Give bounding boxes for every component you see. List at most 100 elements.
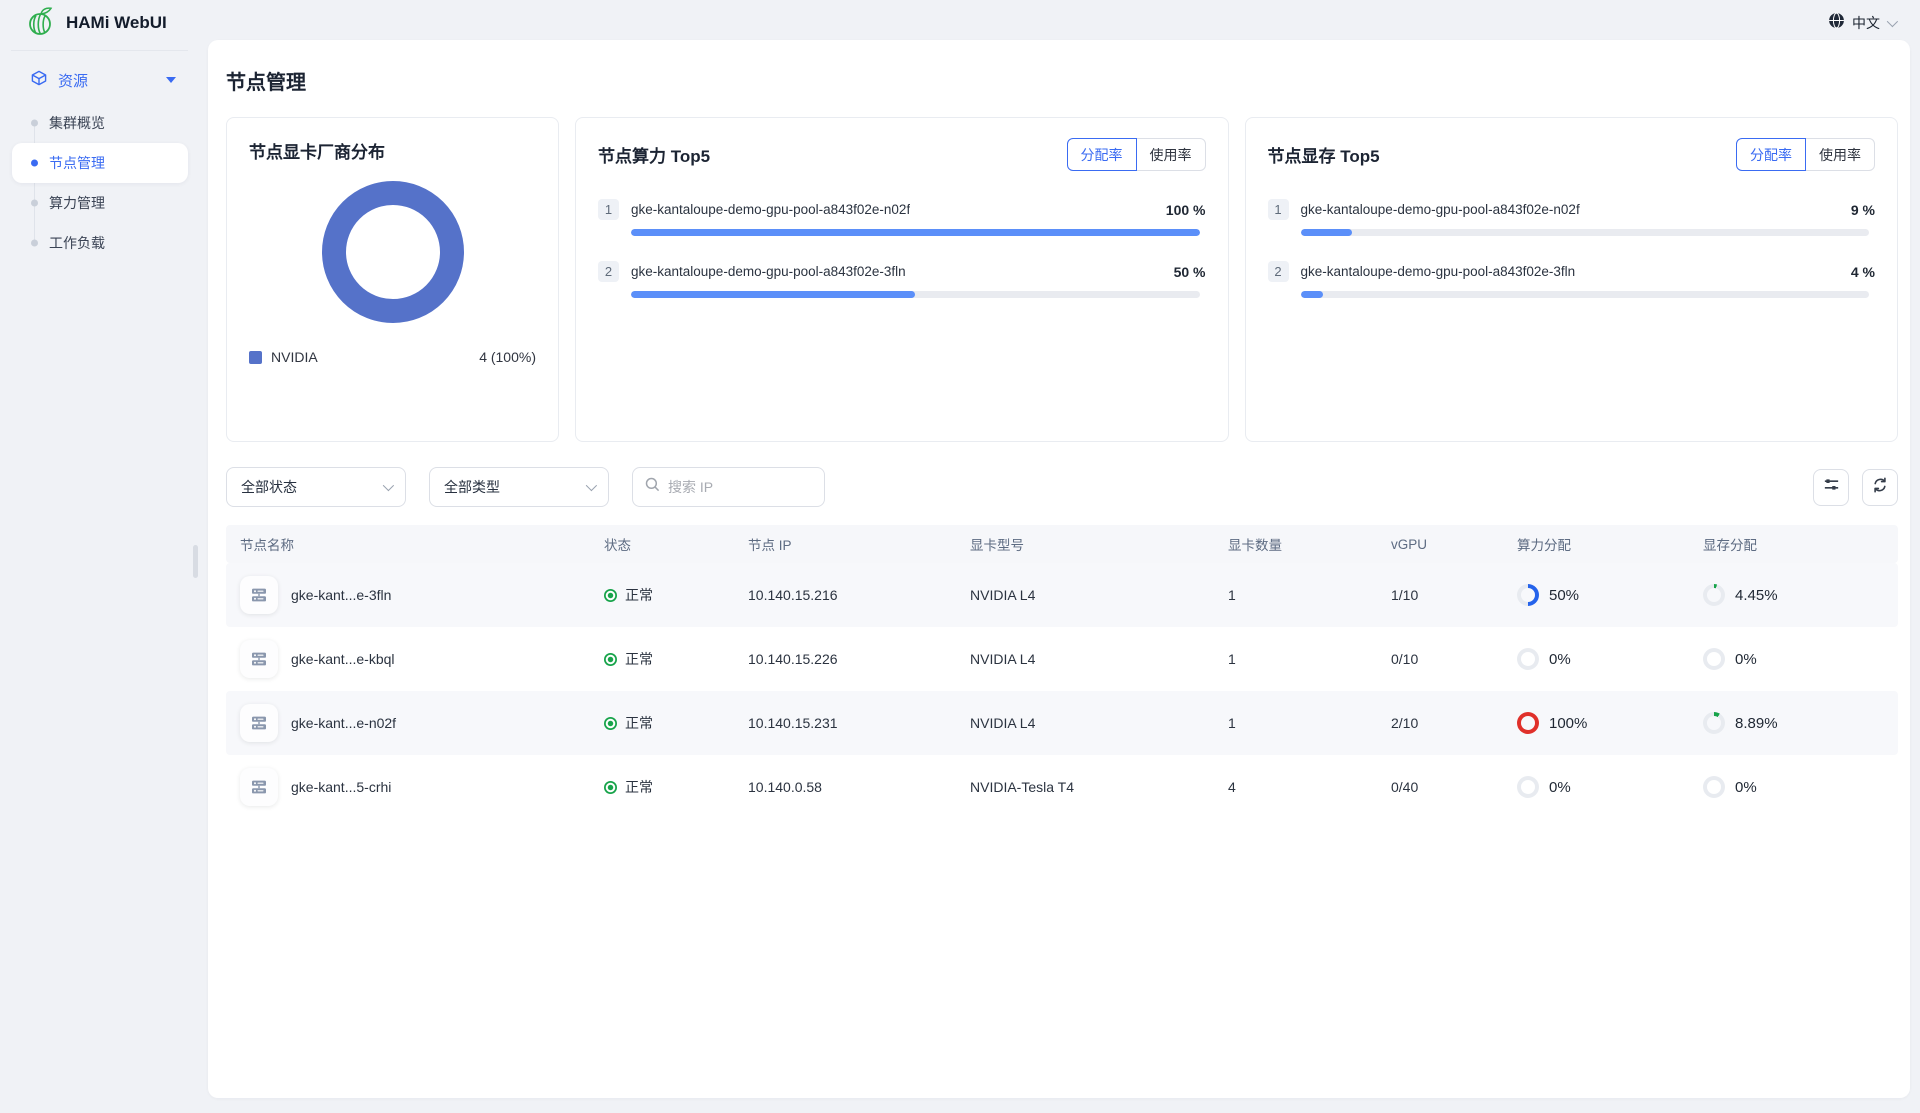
gpu-count: 1 bbox=[1228, 651, 1391, 667]
page-title: 节点管理 bbox=[226, 66, 1898, 95]
type-filter-select[interactable]: 全部类型 bbox=[429, 467, 609, 507]
percent-value: 4 % bbox=[1851, 264, 1875, 280]
server-node-icon bbox=[240, 576, 278, 614]
sidebar-item-label: 节点管理 bbox=[49, 153, 105, 173]
rank-badge: 2 bbox=[598, 261, 619, 282]
language-label: 中文 bbox=[1852, 13, 1880, 33]
progress-bar bbox=[631, 291, 1200, 298]
main-content: 节点管理 节点显卡厂商分布 NVIDIA 4 (100%) bbox=[208, 40, 1910, 1098]
table-row[interactable]: gke-kant...e-3fln 正常 10.140.15.216 NVIDI… bbox=[226, 563, 1898, 627]
rank-badge: 1 bbox=[1268, 199, 1289, 220]
sidebar-item-compute-management[interactable]: 算力管理 bbox=[12, 183, 188, 223]
node-ip: 10.140.15.216 bbox=[748, 587, 970, 603]
nodes-table: 节点名称 状态 节点 IP 显卡型号 显卡数量 vGPU 算力分配 显存分配 bbox=[226, 525, 1898, 819]
top5-item: 1 gke-kantaloupe-demo-gpu-pool-a843f02e-… bbox=[598, 199, 1206, 236]
card-node-compute-top5: 节点算力 Top5 分配率 使用率 1 gke-kantaloupe-demo-… bbox=[575, 117, 1229, 442]
card-title: 节点显卡厂商分布 bbox=[249, 138, 536, 163]
status-filter-select[interactable]: 全部状态 bbox=[226, 467, 406, 507]
status-ok-icon bbox=[604, 717, 617, 730]
column-settings-button[interactable] bbox=[1813, 469, 1849, 506]
node-name: gke-kantaloupe-demo-gpu-pool-a843f02e-3f… bbox=[1301, 264, 1576, 279]
col-gpu-count: 显卡数量 bbox=[1228, 534, 1391, 554]
gpu-model: NVIDIA L4 bbox=[970, 587, 1228, 603]
gpu-model: NVIDIA L4 bbox=[970, 715, 1228, 731]
gpu-count: 1 bbox=[1228, 715, 1391, 731]
sidebar-resize-handle[interactable] bbox=[193, 545, 198, 578]
timeline-dot bbox=[31, 120, 38, 127]
gpu-model: NVIDIA-Tesla T4 bbox=[970, 779, 1228, 795]
vendor-donut-chart bbox=[322, 181, 464, 323]
compute-allocation-ring bbox=[1517, 584, 1539, 606]
node-name: gke-kant...5-crhi bbox=[291, 779, 391, 795]
timeline-dot bbox=[31, 160, 38, 167]
rank-badge: 2 bbox=[1268, 261, 1289, 282]
vgpu-value: 1/10 bbox=[1391, 587, 1517, 603]
toggle-usage-rate[interactable]: 使用率 bbox=[1805, 138, 1875, 171]
legend-value: 4 (100%) bbox=[479, 349, 536, 365]
table-row[interactable]: gke-kant...5-crhi 正常 10.140.0.58 NVIDIA-… bbox=[226, 755, 1898, 819]
status-label: 正常 bbox=[625, 777, 653, 797]
memory-allocation-value: 0% bbox=[1735, 651, 1757, 668]
col-vgpu: vGPU bbox=[1391, 537, 1517, 552]
search-input[interactable] bbox=[668, 479, 812, 495]
hami-logo-icon bbox=[27, 6, 54, 41]
progress-bar bbox=[1301, 229, 1870, 236]
compute-allocation-value: 0% bbox=[1549, 651, 1571, 668]
chevron-down-icon bbox=[1887, 16, 1898, 27]
memory-allocation-value: 4.45% bbox=[1735, 587, 1778, 604]
percent-value: 50 % bbox=[1174, 264, 1206, 280]
card-gpu-vendor-distribution: 节点显卡厂商分布 NVIDIA 4 (100%) bbox=[226, 117, 559, 442]
sidebar-item-label: 工作负载 bbox=[49, 233, 105, 253]
compute-allocation-value: 50% bbox=[1549, 587, 1579, 604]
gpu-count: 1 bbox=[1228, 587, 1391, 603]
vgpu-value: 2/10 bbox=[1391, 715, 1517, 731]
timeline-dot bbox=[31, 200, 38, 207]
status-label: 正常 bbox=[625, 585, 653, 605]
table-row[interactable]: gke-kant...e-n02f 正常 10.140.15.231 NVIDI… bbox=[226, 691, 1898, 755]
card-node-memory-top5: 节点显存 Top5 分配率 使用率 1 gke-kantaloupe-demo-… bbox=[1245, 117, 1899, 442]
node-name: gke-kantaloupe-demo-gpu-pool-a843f02e-n0… bbox=[631, 202, 910, 217]
compute-toggle-group: 分配率 使用率 bbox=[1067, 138, 1206, 171]
sidebar-item-node-management[interactable]: 节点管理 bbox=[12, 143, 188, 183]
gpu-count: 4 bbox=[1228, 779, 1391, 795]
sidebar: 资源 集群概览 节点管理 算力管理 bbox=[0, 40, 208, 1113]
legend-swatch bbox=[249, 351, 262, 364]
type-filter-value: 全部类型 bbox=[444, 477, 500, 497]
chevron-down-icon bbox=[586, 480, 597, 491]
ip-search-box bbox=[632, 467, 825, 507]
memory-allocation-value: 0% bbox=[1735, 779, 1757, 796]
memory-allocation-ring bbox=[1703, 584, 1725, 606]
status-filter-value: 全部状态 bbox=[241, 477, 297, 497]
compute-allocation-value: 100% bbox=[1549, 715, 1587, 732]
sidebar-item-cluster-overview[interactable]: 集群概览 bbox=[12, 103, 188, 143]
col-node-name: 节点名称 bbox=[226, 534, 604, 554]
node-name: gke-kant...e-n02f bbox=[291, 715, 396, 731]
col-status: 状态 bbox=[604, 534, 748, 554]
node-ip: 10.140.0.58 bbox=[748, 779, 970, 795]
refresh-button[interactable] bbox=[1862, 469, 1898, 506]
toggle-allocation-rate[interactable]: 分配率 bbox=[1736, 138, 1806, 171]
status-ok-icon bbox=[604, 589, 617, 602]
table-row[interactable]: gke-kant...e-kbql 正常 10.140.15.226 NVIDI… bbox=[226, 627, 1898, 691]
node-ip: 10.140.15.231 bbox=[748, 715, 970, 731]
sidebar-item-label: 算力管理 bbox=[49, 193, 105, 213]
brand-name: HAMi WebUI bbox=[66, 13, 167, 33]
vgpu-value: 0/10 bbox=[1391, 651, 1517, 667]
toggle-allocation-rate[interactable]: 分配率 bbox=[1067, 138, 1137, 171]
card-title: 节点算力 Top5 bbox=[598, 142, 710, 167]
language-selector[interactable]: 中文 bbox=[1828, 12, 1895, 34]
node-name: gke-kantaloupe-demo-gpu-pool-a843f02e-3f… bbox=[631, 264, 906, 279]
col-compute-allocation: 算力分配 bbox=[1517, 534, 1703, 554]
toggle-usage-rate[interactable]: 使用率 bbox=[1136, 138, 1206, 171]
donut-legend-row: NVIDIA 4 (100%) bbox=[249, 349, 536, 365]
sidebar-group-resources[interactable]: 资源 bbox=[11, 63, 188, 97]
sidebar-sub-list: 集群概览 节点管理 算力管理 工作负载 bbox=[11, 103, 188, 263]
sidebar-item-workloads[interactable]: 工作负载 bbox=[12, 223, 188, 263]
compute-allocation-ring bbox=[1517, 648, 1539, 670]
rank-badge: 1 bbox=[598, 199, 619, 220]
status-label: 正常 bbox=[625, 649, 653, 669]
operation-icon bbox=[1822, 475, 1841, 499]
chevron-down-icon bbox=[383, 480, 394, 491]
refresh-icon bbox=[1871, 476, 1889, 499]
server-node-icon bbox=[240, 640, 278, 678]
